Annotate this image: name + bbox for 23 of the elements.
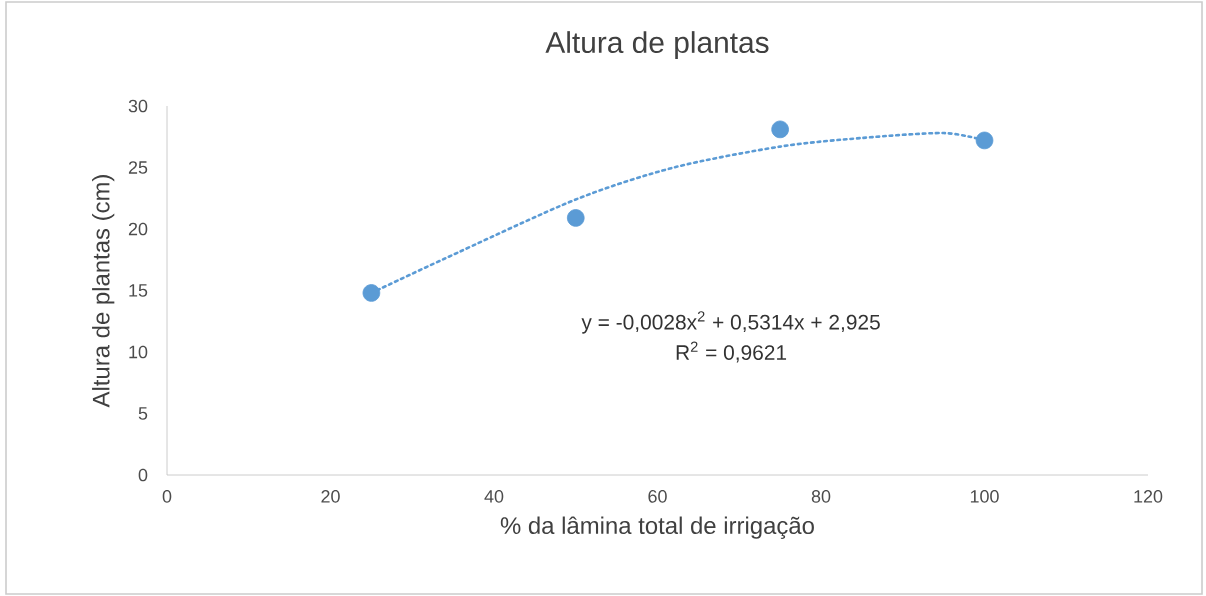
annotation: y = -0,0028x$^{2}$ + 0,5314x + 2,925 — [581, 311, 880, 334]
annotation: R$^{2}$ = 0,9621 — [676, 341, 787, 363]
y-tick-label: 20 — [128, 222, 148, 236]
chart-title: Altura de plantas — [545, 31, 769, 59]
y-tick-label: 5 — [138, 407, 148, 420]
x-tick-label: 60 — [648, 490, 667, 503]
point — [362, 284, 381, 302]
x-tick-label: 120 — [1134, 490, 1163, 503]
point — [771, 120, 789, 139]
x-tick-label: 100 — [970, 490, 999, 503]
x-tick-label: 40 — [484, 490, 504, 503]
y-tick-label: 15 — [129, 284, 148, 297]
x-tick-label: 20 — [321, 490, 340, 503]
y-tick-label: 30 — [128, 99, 148, 113]
point — [566, 209, 585, 227]
x-tick-label: 0 — [162, 490, 172, 503]
y-tick-label: 10 — [129, 345, 148, 359]
x-tick-label: 80 — [811, 490, 831, 503]
y-axis-title: Altura de plantas (cm) — [92, 175, 115, 408]
point — [975, 131, 994, 150]
x-axis-title: % da lâmina total de irrigação — [500, 516, 814, 539]
y-tick-label: 0 — [138, 468, 148, 482]
y-tick-label: 25 — [128, 161, 148, 174]
